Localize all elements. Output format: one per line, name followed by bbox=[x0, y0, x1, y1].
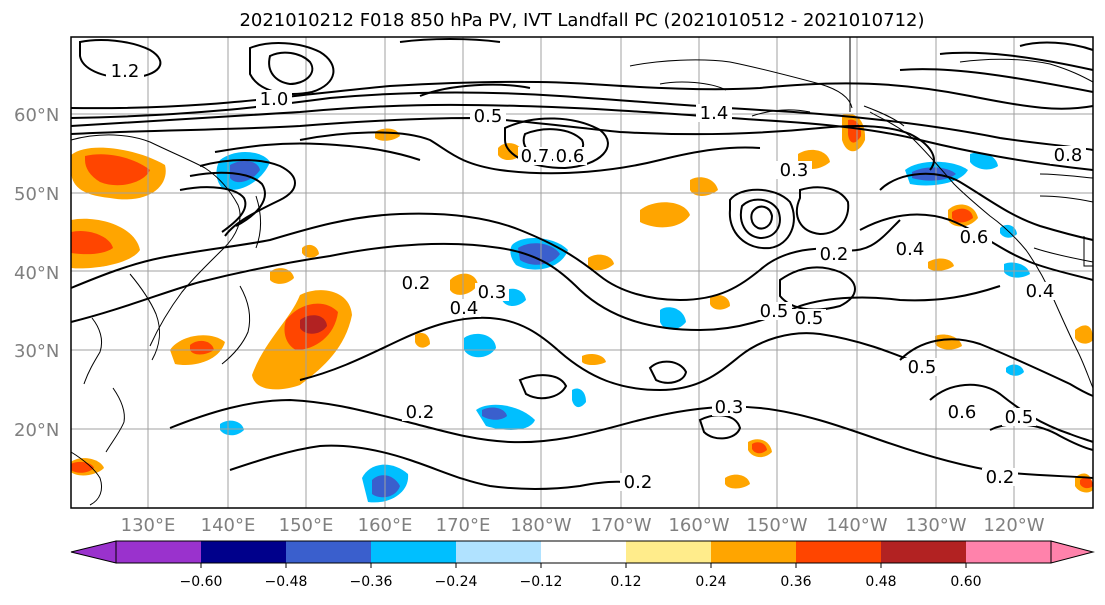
contour-label: 0.6 bbox=[960, 227, 989, 248]
longitude-label: 170°W bbox=[590, 515, 651, 536]
colorbar-tick-labels: −0.60 −0.48 −0.36 −0.24 −0.12 0.12 0.24 … bbox=[180, 574, 982, 590]
contour-label: 0.5 bbox=[1005, 407, 1034, 428]
longitude-label: 130°W bbox=[905, 515, 966, 536]
contour-label: 0.6 bbox=[556, 146, 585, 167]
contour-label: 1.2 bbox=[111, 61, 140, 82]
longitude-label: 150°W bbox=[746, 515, 807, 536]
colorbar-tick-label: 0.36 bbox=[780, 574, 811, 590]
contour-label: 1.4 bbox=[700, 103, 729, 124]
longitude-label: 120°W bbox=[983, 515, 1044, 536]
colorbar-bin bbox=[286, 541, 371, 563]
longitude-label: 180°W bbox=[510, 515, 571, 536]
colorbar-extend-left bbox=[70, 540, 117, 564]
map-frame bbox=[70, 36, 1094, 509]
anomaly-shading bbox=[71, 113, 1093, 503]
longitude-label: 140°E bbox=[201, 515, 256, 536]
colorbar-tick-label: −0.48 bbox=[265, 574, 308, 590]
contour-label: 0.3 bbox=[478, 282, 507, 303]
contour-label: 0.2 bbox=[406, 402, 435, 423]
colorbar-bin bbox=[966, 541, 1051, 563]
contour-label: 0.2 bbox=[820, 244, 849, 265]
contour-label: 0.4 bbox=[1026, 281, 1055, 302]
contour-label: 0.4 bbox=[896, 239, 925, 260]
colorbar: −0.60 −0.48 −0.36 −0.24 −0.12 0.12 0.24 … bbox=[70, 540, 1095, 590]
latitude-label: 60°N bbox=[14, 105, 59, 126]
colorbar-frame bbox=[115, 540, 1052, 564]
contour-label: 0.8 bbox=[1054, 145, 1083, 166]
latitude-label: 30°N bbox=[14, 341, 59, 362]
contour-label: 0.7 bbox=[521, 146, 550, 167]
colorbar-tick-label: −0.12 bbox=[520, 574, 563, 590]
contour-label: 0.2 bbox=[624, 472, 653, 493]
latitude-label: 50°N bbox=[14, 184, 59, 205]
contour-label: 0.5 bbox=[474, 106, 503, 127]
contour-label: 0.2 bbox=[986, 467, 1015, 488]
contour-label: 0.3 bbox=[780, 160, 809, 181]
colorbar-tick-label: 0.12 bbox=[610, 574, 641, 590]
colorbar-bin bbox=[201, 541, 286, 563]
colorbar-bin bbox=[456, 541, 541, 563]
plot-title: 2021010212 F018 850 hPa PV, IVT Landfall… bbox=[239, 10, 924, 31]
contour-label: 1.0 bbox=[260, 89, 289, 110]
colorbar-tick-label: −0.60 bbox=[180, 574, 223, 590]
colorbar-bin bbox=[371, 541, 456, 563]
longitude-label: 130°E bbox=[121, 515, 176, 536]
colorbar-bin bbox=[116, 541, 201, 563]
longitude-label: 160°W bbox=[668, 515, 729, 536]
colorbar-tick-label: 0.60 bbox=[950, 574, 981, 590]
colorbar-ticks bbox=[200, 563, 967, 568]
longitude-label: 170°E bbox=[436, 515, 491, 536]
latitude-label: 40°N bbox=[14, 263, 59, 284]
colorbar-bin bbox=[796, 541, 881, 563]
contour-label: 0.4 bbox=[450, 298, 479, 319]
colorbar-tick-label: −0.24 bbox=[435, 574, 478, 590]
colorbar-bin bbox=[626, 541, 711, 563]
contour-label: 0.5 bbox=[908, 357, 937, 378]
longitude-label: 150°E bbox=[279, 515, 334, 536]
colorbar-bin bbox=[541, 541, 626, 563]
longitude-label: 160°E bbox=[358, 515, 413, 536]
colorbar-bin bbox=[711, 541, 796, 563]
contour-label: 0.5 bbox=[795, 308, 824, 329]
contour-label: 0.5 bbox=[760, 301, 789, 322]
colorbar-bin bbox=[881, 541, 966, 563]
latitude-labels: 60°N 50°N 40°N 30°N 20°N bbox=[14, 105, 59, 441]
contour-label: 0.6 bbox=[948, 402, 977, 423]
colorbar-extend-right bbox=[1050, 540, 1095, 564]
graticule bbox=[71, 37, 1093, 508]
colorbar-tick-label: 0.24 bbox=[695, 574, 726, 590]
latitude-label: 20°N bbox=[14, 420, 59, 441]
longitude-label: 140°W bbox=[826, 515, 887, 536]
longitude-labels: 130°E 140°E 150°E 160°E 170°E 180°W 170°… bbox=[121, 515, 1045, 536]
contour-label: 0.3 bbox=[715, 397, 744, 418]
colorbar-tick-label: 0.48 bbox=[865, 574, 896, 590]
coastlines bbox=[70, 37, 1094, 506]
contour-labels: 1.2 1.0 1.4 0.5 0.7 0.6 0.8 0.3 0.2 0.4 … bbox=[106, 61, 1086, 493]
contour-label: 0.2 bbox=[402, 273, 431, 294]
colorbar-tick-label: −0.36 bbox=[350, 574, 393, 590]
